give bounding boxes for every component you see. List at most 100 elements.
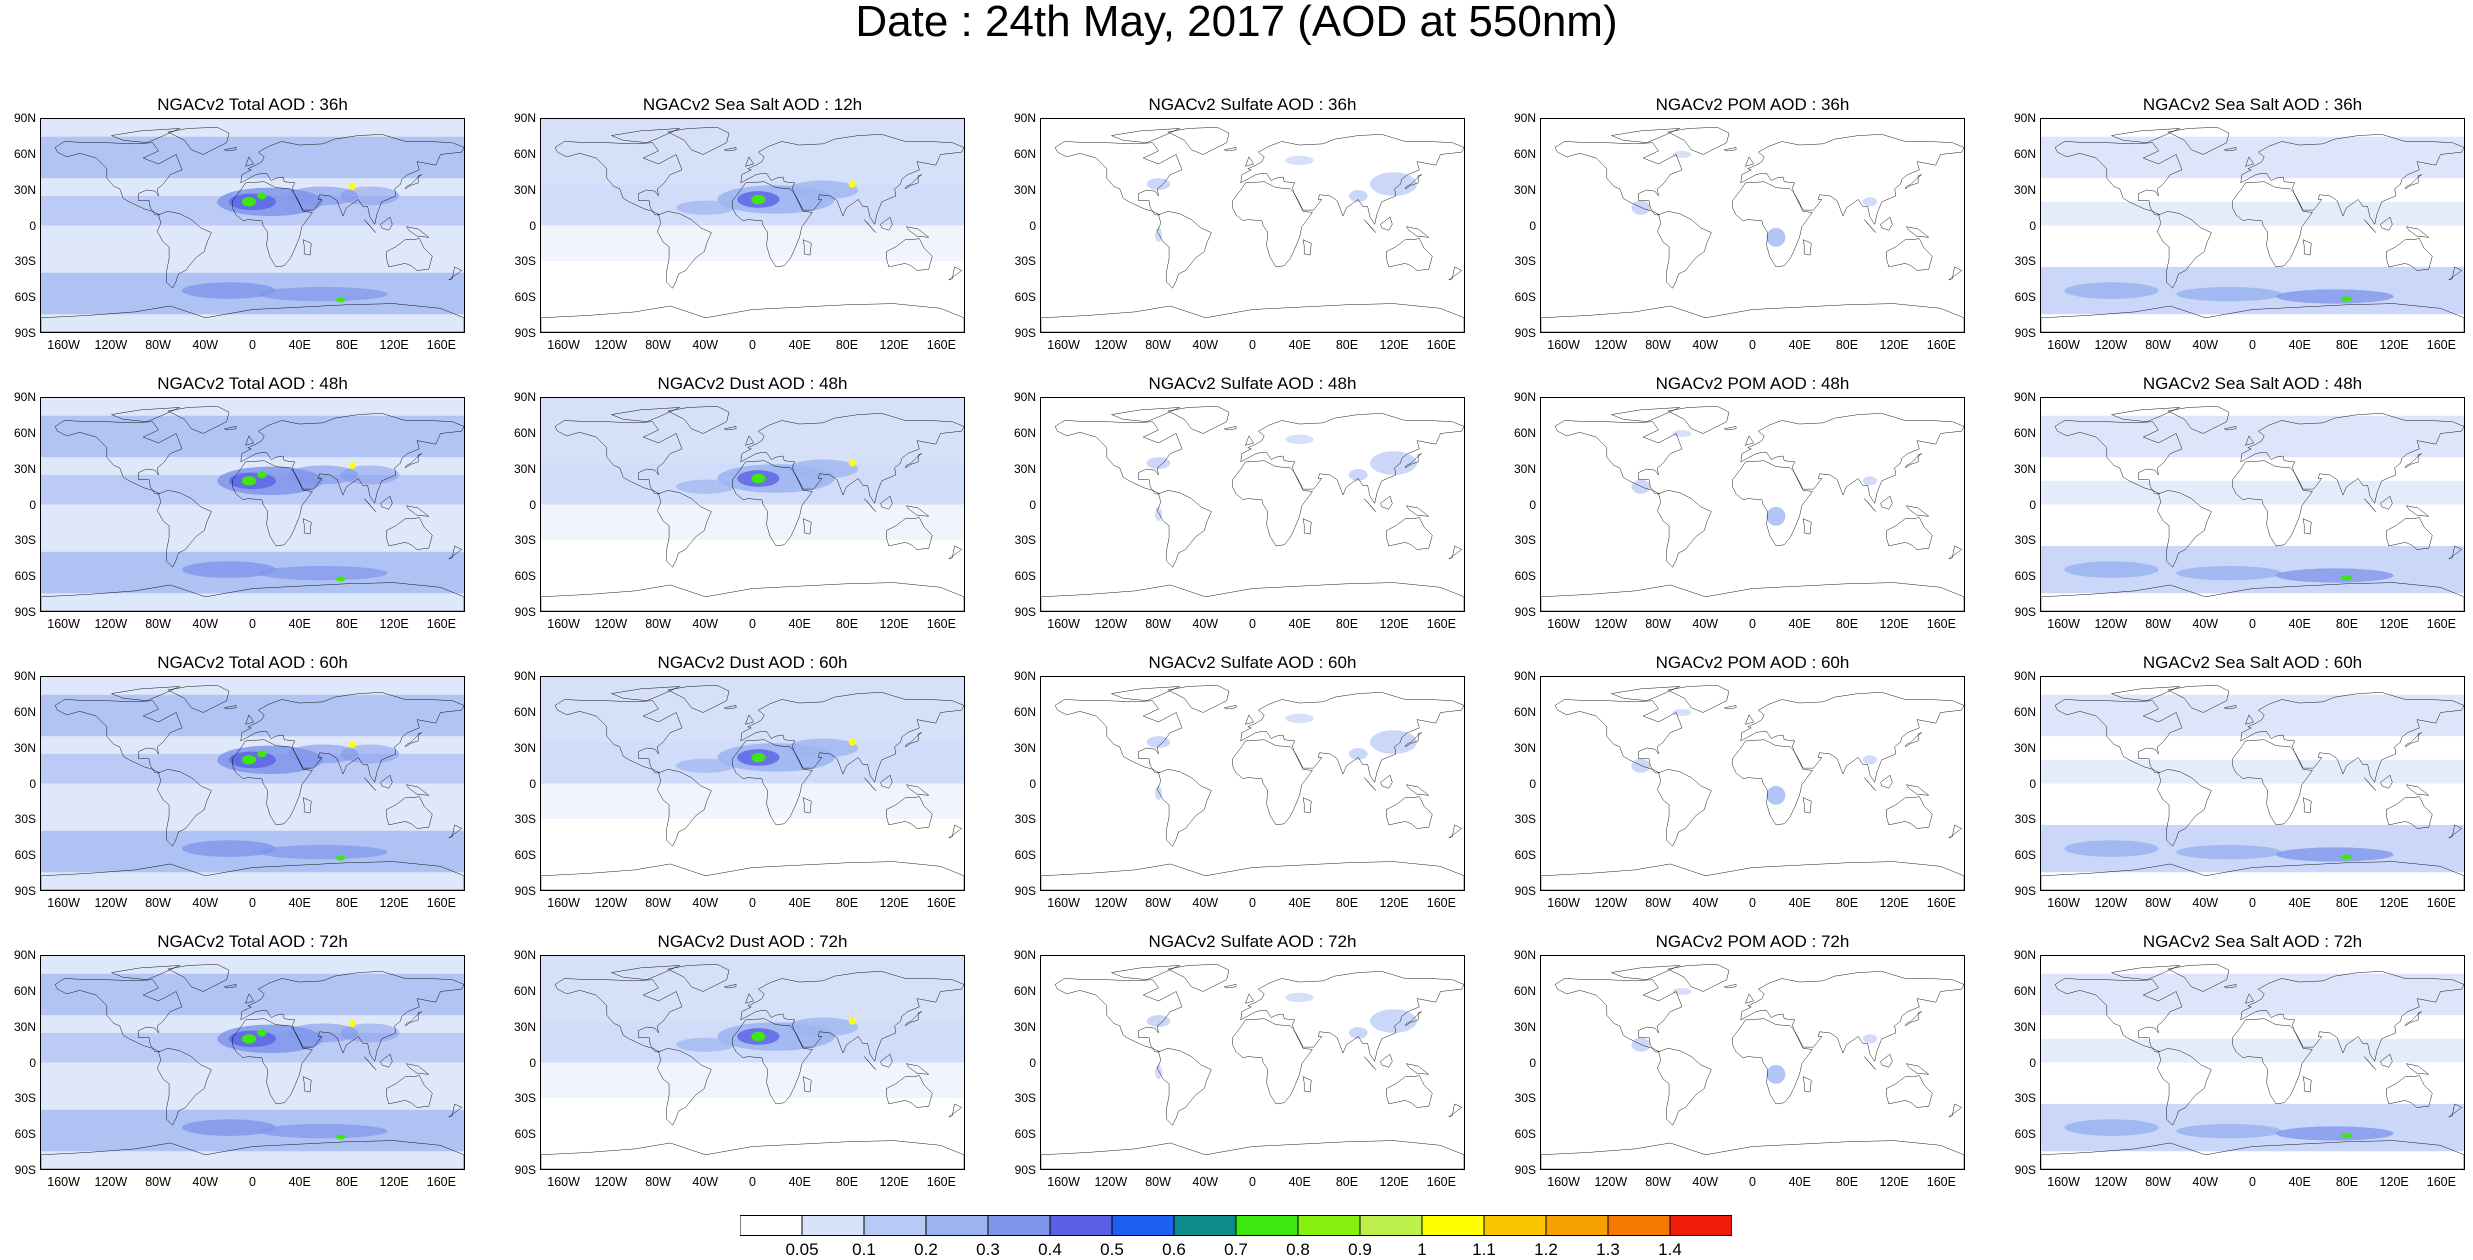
colorbar-swatch bbox=[801, 1215, 865, 1236]
lat-tick-label: 90N bbox=[513, 390, 536, 404]
lon-tick-label: 80E bbox=[2335, 617, 2359, 631]
lat-tick-label: 90S bbox=[1014, 884, 1036, 898]
lat-tick-label: 0 bbox=[29, 1055, 36, 1070]
lon-tick-label: 160W bbox=[547, 896, 580, 910]
lat-tick-label: 30S bbox=[14, 254, 36, 269]
lat-tick-label: 30S bbox=[1514, 1091, 1536, 1106]
lat-tick-label: 30S bbox=[14, 533, 36, 548]
lon-tick-label: 0 bbox=[1749, 1175, 1756, 1189]
panel-title: NGACv2 Sea Salt AOD : 48h bbox=[2142, 374, 2363, 393]
aod-shading bbox=[1631, 987, 1878, 1084]
lat-tick-label: 60N bbox=[2013, 983, 2036, 998]
lon-tick-label: 40E bbox=[2288, 896, 2311, 910]
lat-tick-label: 0 bbox=[529, 218, 536, 233]
lon-tick-label: 80W bbox=[145, 617, 171, 631]
lon-tick-label: 160W bbox=[47, 896, 80, 910]
lon-tick-label: 0 bbox=[1249, 896, 1256, 910]
lat-tick-label: 90N bbox=[1013, 669, 1036, 683]
lon-tick-label: 40W bbox=[2192, 617, 2219, 631]
lon-tick-label: 40W bbox=[692, 617, 719, 631]
colorbar-swatch bbox=[1483, 1215, 1547, 1236]
lat-tick-label: 90S bbox=[1014, 326, 1036, 340]
lat-tick-label: 90S bbox=[2014, 1163, 2036, 1177]
world-map bbox=[1541, 677, 1964, 890]
lat-tick-label: 60S bbox=[2014, 290, 2036, 305]
world-map bbox=[41, 956, 464, 1169]
lon-tick-label: 120W bbox=[2094, 338, 2128, 352]
lon-tick-label: 120E bbox=[879, 617, 909, 631]
lat-tick-label: 90N bbox=[13, 390, 36, 404]
lon-tick-label: 40W bbox=[192, 896, 219, 910]
map-panel bbox=[1040, 118, 1465, 333]
lon-tick-label: 120E bbox=[379, 1175, 409, 1189]
lat-tick-label: 0 bbox=[1529, 1055, 1536, 1070]
world-map bbox=[541, 119, 964, 332]
lon-tick-label: 120E bbox=[379, 338, 409, 352]
colorbar-swatch bbox=[1297, 1215, 1361, 1236]
lat-tick-label: 0 bbox=[2029, 497, 2036, 512]
lon-tick-label: 80E bbox=[1335, 338, 1359, 352]
lat-tick-label: 60S bbox=[514, 290, 536, 305]
colorbar-label: 1.1 bbox=[1472, 1240, 1496, 1259]
map-panel bbox=[40, 955, 465, 1170]
lat-tick-label: 30S bbox=[514, 533, 536, 548]
lon-tick-label: 80W bbox=[2145, 617, 2171, 631]
lat-tick-label: 90S bbox=[14, 605, 36, 619]
coastlines bbox=[1041, 964, 1464, 1169]
coastlines bbox=[1541, 964, 1964, 1169]
lon-tick-label: 120E bbox=[1879, 896, 1909, 910]
lat-tick-label: 30S bbox=[1014, 1091, 1036, 1106]
lon-tick-label: 0 bbox=[1249, 617, 1256, 631]
lat-tick-label: 60N bbox=[2013, 146, 2036, 161]
lon-tick-label: 160E bbox=[426, 617, 456, 631]
coastlines bbox=[2041, 127, 2464, 332]
lat-tick-label: 90S bbox=[514, 326, 536, 340]
lat-tick-label: 90N bbox=[1013, 390, 1036, 404]
lat-tick-label: 30N bbox=[13, 461, 36, 476]
lon-tick-label: 160E bbox=[1426, 896, 1456, 910]
panel-title: NGACv2 Sulfate AOD : 36h bbox=[1148, 95, 1357, 114]
coastlines bbox=[1041, 685, 1464, 890]
lon-tick-label: 0 bbox=[1249, 1175, 1256, 1189]
lon-tick-label: 160E bbox=[426, 1175, 456, 1189]
lon-tick-label: 80E bbox=[335, 896, 359, 910]
colorbar-swatch bbox=[1607, 1215, 1671, 1236]
lat-tick-label: 0 bbox=[29, 218, 36, 233]
lon-tick-label: 120W bbox=[1094, 896, 1128, 910]
lon-tick-label: 160W bbox=[1547, 896, 1580, 910]
colorbar-label: 0.5 bbox=[1100, 1240, 1124, 1259]
map-panel bbox=[40, 397, 465, 612]
lat-tick-label: 90S bbox=[2014, 605, 2036, 619]
lat-tick-label: 60N bbox=[1513, 146, 1536, 161]
lon-tick-label: 160W bbox=[1547, 617, 1580, 631]
lon-tick-label: 40W bbox=[192, 1175, 219, 1189]
lon-tick-label: 120E bbox=[379, 617, 409, 631]
lat-tick-label: 90N bbox=[1513, 390, 1536, 404]
lat-tick-label: 0 bbox=[2029, 1055, 2036, 1070]
aod-shading bbox=[41, 677, 464, 890]
lat-tick-label: 30N bbox=[13, 182, 36, 197]
lon-tick-label: 40E bbox=[288, 617, 311, 631]
world-map bbox=[2041, 398, 2464, 611]
colorbar-swatch bbox=[863, 1215, 927, 1236]
lat-tick-label: 30S bbox=[1514, 254, 1536, 269]
lon-tick-label: 160E bbox=[426, 338, 456, 352]
lon-tick-label: 160W bbox=[2047, 338, 2080, 352]
lat-tick-label: 60S bbox=[1514, 569, 1536, 584]
coastlines bbox=[541, 685, 964, 890]
world-map bbox=[2041, 677, 2464, 890]
lat-tick-label: 90N bbox=[1513, 111, 1536, 125]
lon-tick-label: 160E bbox=[926, 338, 956, 352]
lon-tick-label: 120E bbox=[1379, 617, 1409, 631]
lat-tick-label: 60S bbox=[1014, 290, 1036, 305]
panel-title: NGACv2 POM AOD : 36h bbox=[1655, 95, 1850, 114]
lat-tick-label: 60S bbox=[1014, 1127, 1036, 1142]
lon-tick-label: 40E bbox=[288, 1175, 311, 1189]
colorbar-label: 0.1 bbox=[852, 1240, 876, 1259]
lat-tick-label: 60N bbox=[513, 983, 536, 998]
map-panel bbox=[1040, 397, 1465, 612]
colorbar-label: 0.2 bbox=[914, 1240, 938, 1259]
lon-tick-label: 120W bbox=[94, 896, 128, 910]
panel-title: NGACv2 POM AOD : 72h bbox=[1655, 932, 1850, 951]
panel-title: NGACv2 Dust AOD : 60h bbox=[657, 653, 848, 672]
